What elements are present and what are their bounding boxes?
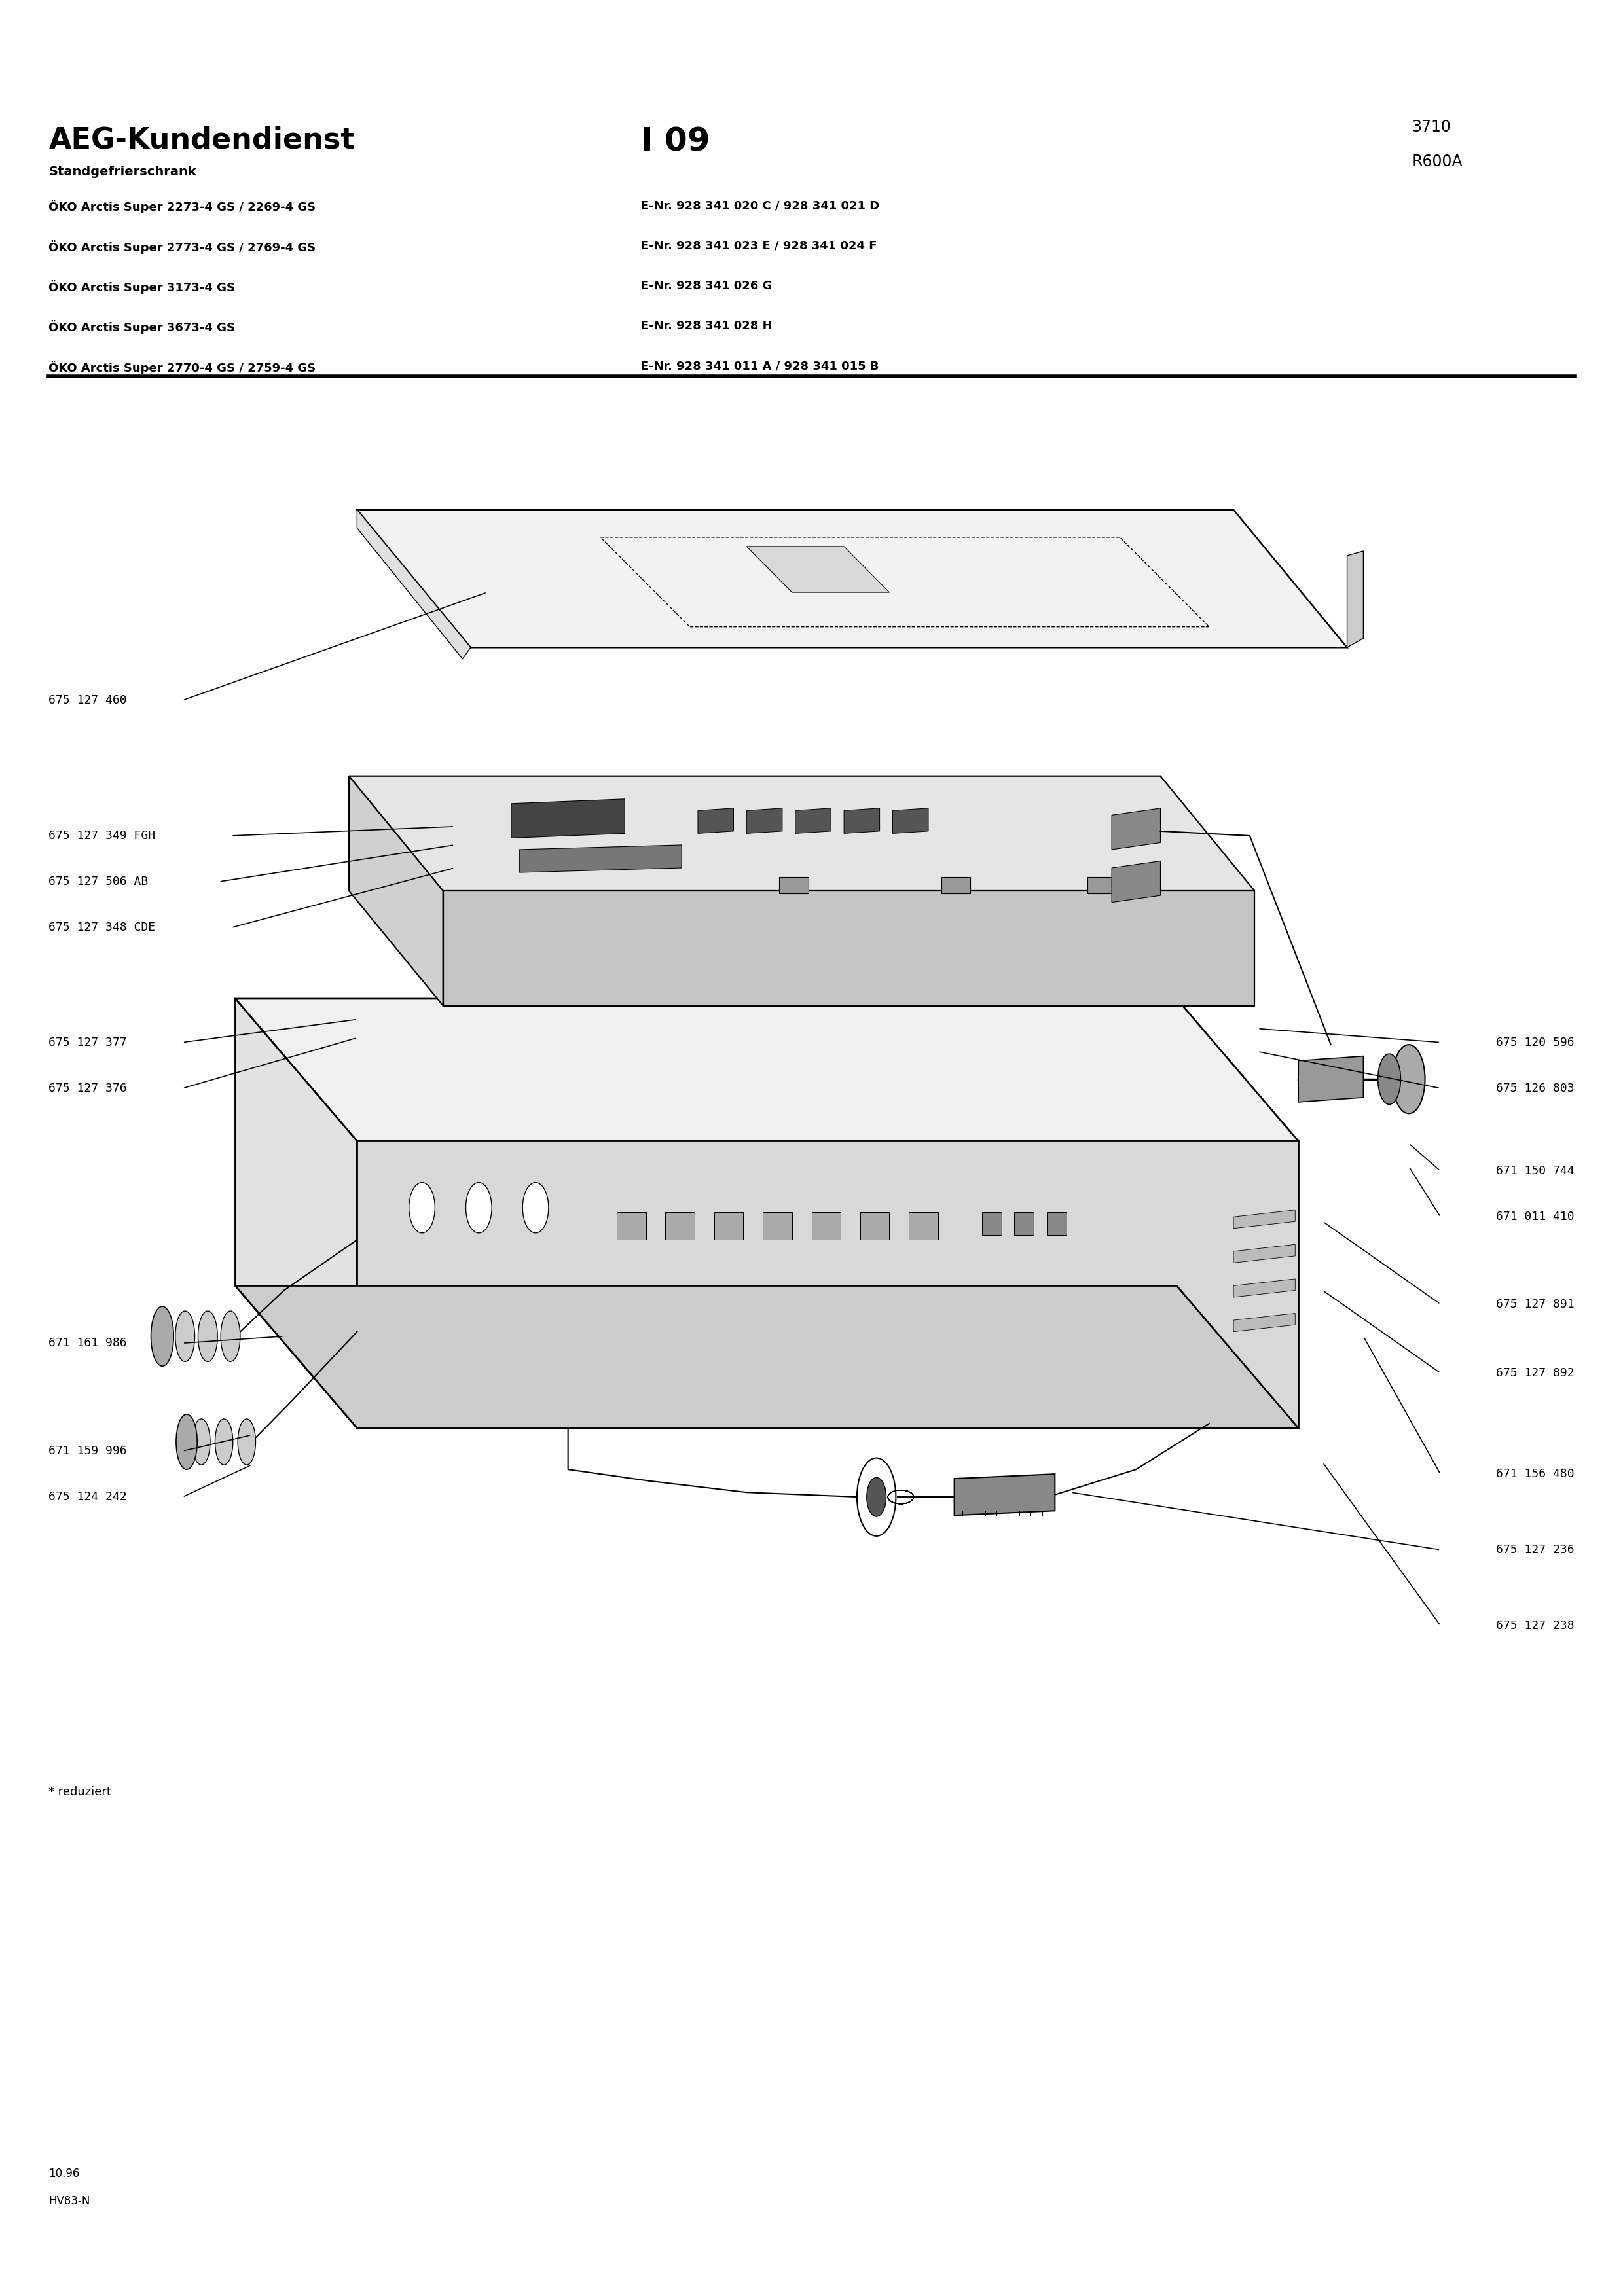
Text: E-Nr. 928 341 028 H: E-Nr. 928 341 028 H [641, 319, 773, 333]
Text: AEG-Kundendienst: AEG-Kundendienst [49, 126, 355, 154]
Text: ÖKO Arctis Super 3173-4 GS: ÖKO Arctis Super 3173-4 GS [49, 280, 235, 294]
Polygon shape [1233, 1313, 1295, 1332]
Ellipse shape [237, 1419, 256, 1465]
Polygon shape [349, 776, 1255, 891]
Text: 675 124 242: 675 124 242 [49, 1490, 127, 1504]
Polygon shape [357, 510, 471, 659]
Polygon shape [1112, 861, 1160, 902]
Ellipse shape [193, 1419, 211, 1465]
Polygon shape [1298, 1056, 1363, 1102]
Text: * reduziert: * reduziert [49, 1786, 112, 1798]
Text: 671 011 410: 671 011 410 [1496, 1210, 1574, 1224]
Polygon shape [893, 808, 928, 833]
Text: Standgefrierschrank: Standgefrierschrank [49, 165, 196, 177]
Polygon shape [235, 999, 1298, 1141]
Polygon shape [909, 1212, 938, 1240]
Text: E-Nr. 928 341 020 C / 928 341 021 D: E-Nr. 928 341 020 C / 928 341 021 D [641, 200, 880, 211]
Ellipse shape [1393, 1045, 1425, 1114]
Polygon shape [617, 1212, 646, 1240]
Ellipse shape [214, 1419, 234, 1465]
Polygon shape [349, 776, 443, 1006]
Text: 675 127 377: 675 127 377 [49, 1035, 127, 1049]
Text: 671 150 744: 671 150 744 [1496, 1164, 1574, 1178]
Polygon shape [357, 510, 1347, 647]
Ellipse shape [867, 1479, 886, 1518]
Polygon shape [1087, 877, 1117, 893]
Text: E-Nr. 928 341 011 A / 928 341 015 B: E-Nr. 928 341 011 A / 928 341 015 B [641, 360, 880, 372]
Polygon shape [812, 1212, 841, 1240]
Ellipse shape [523, 1182, 549, 1233]
Text: ÖKO Arctis Super 2773-4 GS / 2769-4 GS: ÖKO Arctis Super 2773-4 GS / 2769-4 GS [49, 239, 316, 253]
Polygon shape [1047, 1212, 1066, 1235]
Ellipse shape [177, 1414, 198, 1469]
Polygon shape [1112, 808, 1160, 850]
Polygon shape [844, 808, 880, 833]
Polygon shape [747, 546, 889, 592]
Text: 671 161 986: 671 161 986 [49, 1336, 127, 1350]
Text: 675 127 236: 675 127 236 [1496, 1543, 1574, 1557]
Polygon shape [1233, 1279, 1295, 1297]
Text: 675 127 348 CDE: 675 127 348 CDE [49, 921, 156, 934]
Ellipse shape [221, 1311, 240, 1362]
Polygon shape [714, 1212, 743, 1240]
Polygon shape [1233, 1244, 1295, 1263]
Polygon shape [795, 808, 831, 833]
Ellipse shape [466, 1182, 492, 1233]
Ellipse shape [409, 1182, 435, 1233]
Polygon shape [519, 845, 682, 872]
Polygon shape [698, 808, 734, 833]
Polygon shape [763, 1212, 792, 1240]
Text: 675 127 460: 675 127 460 [49, 693, 127, 707]
Text: R600A: R600A [1412, 154, 1462, 170]
Text: E-Nr. 928 341 026 G: E-Nr. 928 341 026 G [641, 280, 773, 292]
Ellipse shape [175, 1311, 195, 1362]
Ellipse shape [198, 1311, 217, 1362]
Text: 3710: 3710 [1412, 119, 1451, 135]
Text: ÖKO Arctis Super 3673-4 GS: ÖKO Arctis Super 3673-4 GS [49, 319, 235, 333]
Ellipse shape [151, 1306, 174, 1366]
Text: HV83-N: HV83-N [49, 2195, 91, 2206]
Text: 671 156 480: 671 156 480 [1496, 1467, 1574, 1481]
Polygon shape [1233, 1210, 1295, 1228]
Polygon shape [235, 1286, 1298, 1428]
Polygon shape [511, 799, 625, 838]
Text: 675 127 238: 675 127 238 [1496, 1619, 1574, 1632]
Polygon shape [779, 877, 808, 893]
Polygon shape [747, 808, 782, 833]
Text: 675 127 376: 675 127 376 [49, 1081, 127, 1095]
Text: 671 159 996: 671 159 996 [49, 1444, 127, 1458]
Text: ÖKO Arctis Super 2770-4 GS / 2759-4 GS: ÖKO Arctis Super 2770-4 GS / 2759-4 GS [49, 360, 316, 374]
Text: 675 126 803: 675 126 803 [1496, 1081, 1574, 1095]
Polygon shape [860, 1212, 889, 1240]
Text: 10.96: 10.96 [49, 2167, 80, 2179]
Polygon shape [1347, 551, 1363, 647]
Ellipse shape [153, 1311, 172, 1362]
Polygon shape [954, 1474, 1055, 1515]
Polygon shape [357, 1141, 1298, 1428]
Text: 675 127 891: 675 127 891 [1496, 1297, 1574, 1311]
Text: I 09: I 09 [641, 126, 711, 158]
Text: 675 127 892: 675 127 892 [1496, 1366, 1574, 1380]
Polygon shape [982, 1212, 1001, 1235]
Text: 675 120 596: 675 120 596 [1496, 1035, 1574, 1049]
Ellipse shape [1378, 1054, 1401, 1104]
Polygon shape [941, 877, 971, 893]
Text: 675 127 506 AB: 675 127 506 AB [49, 875, 148, 889]
Ellipse shape [857, 1458, 896, 1536]
Text: E-Nr. 928 341 023 E / 928 341 024 F: E-Nr. 928 341 023 E / 928 341 024 F [641, 239, 876, 253]
Polygon shape [665, 1212, 695, 1240]
Text: 675 127 349 FGH: 675 127 349 FGH [49, 829, 156, 843]
Polygon shape [443, 891, 1255, 1006]
Polygon shape [1014, 1212, 1034, 1235]
Polygon shape [235, 999, 357, 1428]
Text: ÖKO Arctis Super 2273-4 GS / 2269-4 GS: ÖKO Arctis Super 2273-4 GS / 2269-4 GS [49, 200, 316, 214]
